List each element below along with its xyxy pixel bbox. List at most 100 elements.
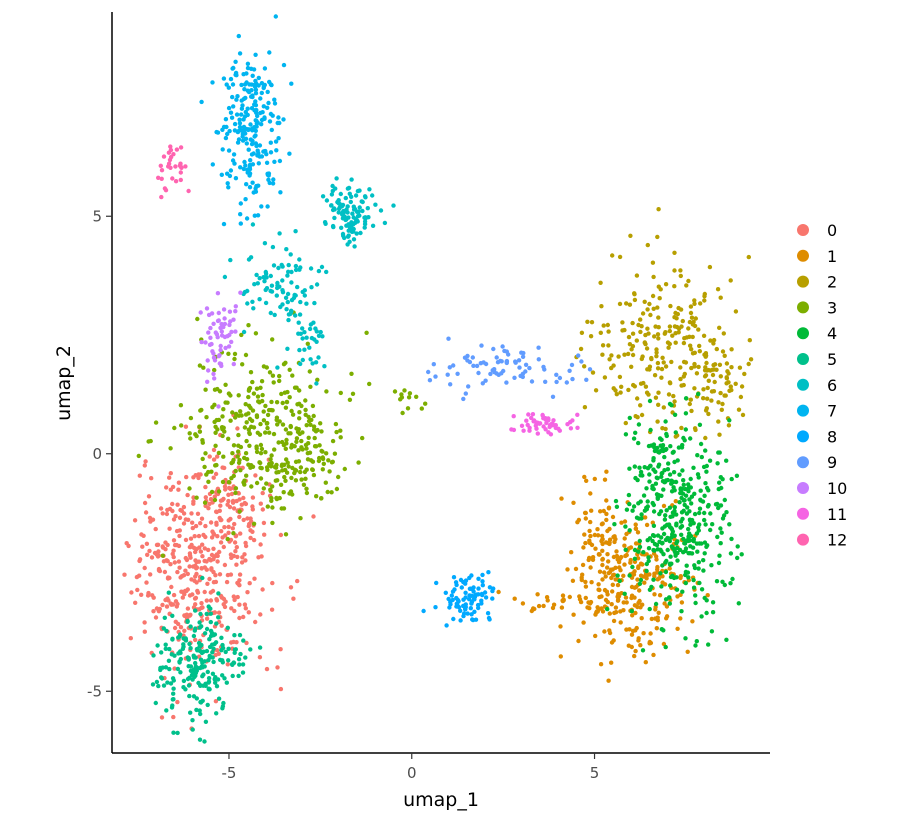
point-cluster-5 bbox=[194, 707, 199, 713]
point-cluster-4 bbox=[709, 563, 714, 568]
point-cluster-3 bbox=[261, 418, 267, 423]
point-cluster-6 bbox=[322, 220, 328, 225]
point-cluster-7 bbox=[231, 65, 236, 71]
point-cluster-1 bbox=[630, 613, 635, 618]
point-cluster-3 bbox=[265, 504, 270, 509]
point-cluster-2 bbox=[705, 385, 710, 391]
point-cluster-2 bbox=[738, 394, 744, 400]
point-cluster-0 bbox=[142, 500, 148, 506]
point-cluster-4 bbox=[651, 458, 656, 463]
point-cluster-4 bbox=[675, 550, 680, 556]
point-cluster-6 bbox=[307, 326, 313, 332]
point-cluster-1 bbox=[600, 548, 605, 553]
point-cluster-9 bbox=[520, 354, 526, 359]
point-cluster-10 bbox=[223, 345, 228, 351]
point-cluster-4 bbox=[697, 510, 702, 516]
point-cluster-0 bbox=[215, 534, 220, 539]
point-cluster-10 bbox=[222, 334, 228, 340]
point-cluster-4 bbox=[663, 569, 669, 575]
point-cluster-2 bbox=[663, 282, 669, 287]
point-cluster-0 bbox=[135, 587, 140, 593]
point-cluster-7 bbox=[243, 163, 248, 168]
point-cluster-0 bbox=[187, 553, 193, 558]
point-cluster-0 bbox=[185, 571, 190, 577]
point-cluster-1 bbox=[639, 616, 644, 621]
point-cluster-7 bbox=[245, 106, 250, 111]
point-cluster-1 bbox=[599, 594, 604, 599]
point-cluster-0 bbox=[203, 523, 208, 529]
point-cluster-6 bbox=[373, 202, 378, 207]
point-cluster-8 bbox=[461, 597, 466, 602]
point-cluster-0 bbox=[164, 604, 170, 609]
point-cluster-7 bbox=[250, 138, 255, 144]
point-cluster-1 bbox=[633, 526, 639, 531]
point-cluster-3 bbox=[233, 468, 238, 474]
point-cluster-3 bbox=[269, 453, 274, 458]
point-cluster-7 bbox=[277, 158, 283, 164]
point-cluster-4 bbox=[699, 614, 704, 619]
point-cluster-2 bbox=[722, 353, 727, 358]
point-cluster-2 bbox=[645, 326, 650, 331]
point-cluster-2 bbox=[692, 301, 697, 306]
point-cluster-3 bbox=[263, 450, 268, 455]
point-cluster-1 bbox=[592, 532, 597, 538]
point-cluster-0 bbox=[190, 520, 195, 525]
point-cluster-2 bbox=[600, 352, 605, 357]
point-cluster-3 bbox=[278, 482, 284, 487]
point-cluster-10 bbox=[219, 321, 224, 327]
point-cluster-1 bbox=[586, 600, 591, 605]
point-cluster-3 bbox=[287, 395, 292, 400]
point-cluster-3 bbox=[305, 341, 310, 346]
point-cluster-5 bbox=[193, 670, 199, 676]
point-cluster-4 bbox=[718, 503, 724, 508]
point-cluster-1 bbox=[583, 584, 589, 589]
point-cluster-3 bbox=[297, 401, 302, 406]
point-cluster-0 bbox=[214, 552, 219, 557]
point-cluster-2 bbox=[712, 379, 717, 385]
point-cluster-0 bbox=[196, 559, 202, 564]
point-cluster-1 bbox=[636, 564, 641, 569]
point-cluster-0 bbox=[203, 484, 208, 490]
point-cluster-5 bbox=[199, 624, 204, 629]
point-cluster-3 bbox=[406, 395, 412, 400]
point-cluster-4 bbox=[677, 500, 682, 505]
point-cluster-6 bbox=[349, 229, 355, 234]
point-cluster-7 bbox=[239, 98, 244, 103]
point-cluster-3 bbox=[310, 459, 316, 464]
point-cluster-11 bbox=[521, 428, 526, 433]
point-cluster-0 bbox=[223, 487, 228, 492]
point-cluster-6 bbox=[277, 231, 282, 236]
point-cluster-1 bbox=[596, 587, 601, 592]
point-cluster-2 bbox=[737, 365, 743, 370]
point-cluster-8 bbox=[469, 601, 474, 606]
point-cluster-7 bbox=[252, 108, 257, 113]
point-cluster-2 bbox=[640, 311, 646, 316]
point-cluster-2 bbox=[747, 338, 752, 343]
point-cluster-5 bbox=[202, 631, 208, 636]
point-cluster-4 bbox=[703, 448, 708, 453]
point-cluster-0 bbox=[183, 555, 188, 561]
point-cluster-4 bbox=[661, 552, 666, 557]
point-cluster-4 bbox=[680, 589, 685, 594]
point-cluster-6 bbox=[289, 280, 294, 285]
point-cluster-1 bbox=[678, 616, 683, 621]
point-cluster-3 bbox=[284, 399, 290, 405]
point-cluster-3 bbox=[297, 416, 302, 421]
point-cluster-6 bbox=[280, 278, 285, 283]
point-cluster-1 bbox=[622, 519, 628, 524]
point-cluster-0 bbox=[192, 534, 197, 539]
point-cluster-8 bbox=[463, 590, 468, 595]
point-cluster-3 bbox=[202, 464, 207, 470]
point-cluster-3 bbox=[303, 412, 308, 417]
point-cluster-6 bbox=[300, 289, 305, 295]
point-cluster-0 bbox=[143, 459, 148, 464]
point-cluster-7 bbox=[241, 166, 246, 172]
point-cluster-3 bbox=[293, 478, 299, 483]
point-cluster-2 bbox=[600, 343, 606, 348]
point-cluster-2 bbox=[711, 341, 716, 346]
point-cluster-0 bbox=[227, 485, 232, 491]
point-cluster-2 bbox=[598, 280, 603, 285]
point-cluster-11 bbox=[511, 414, 516, 419]
point-cluster-3 bbox=[257, 432, 263, 437]
point-cluster-2 bbox=[716, 400, 721, 405]
